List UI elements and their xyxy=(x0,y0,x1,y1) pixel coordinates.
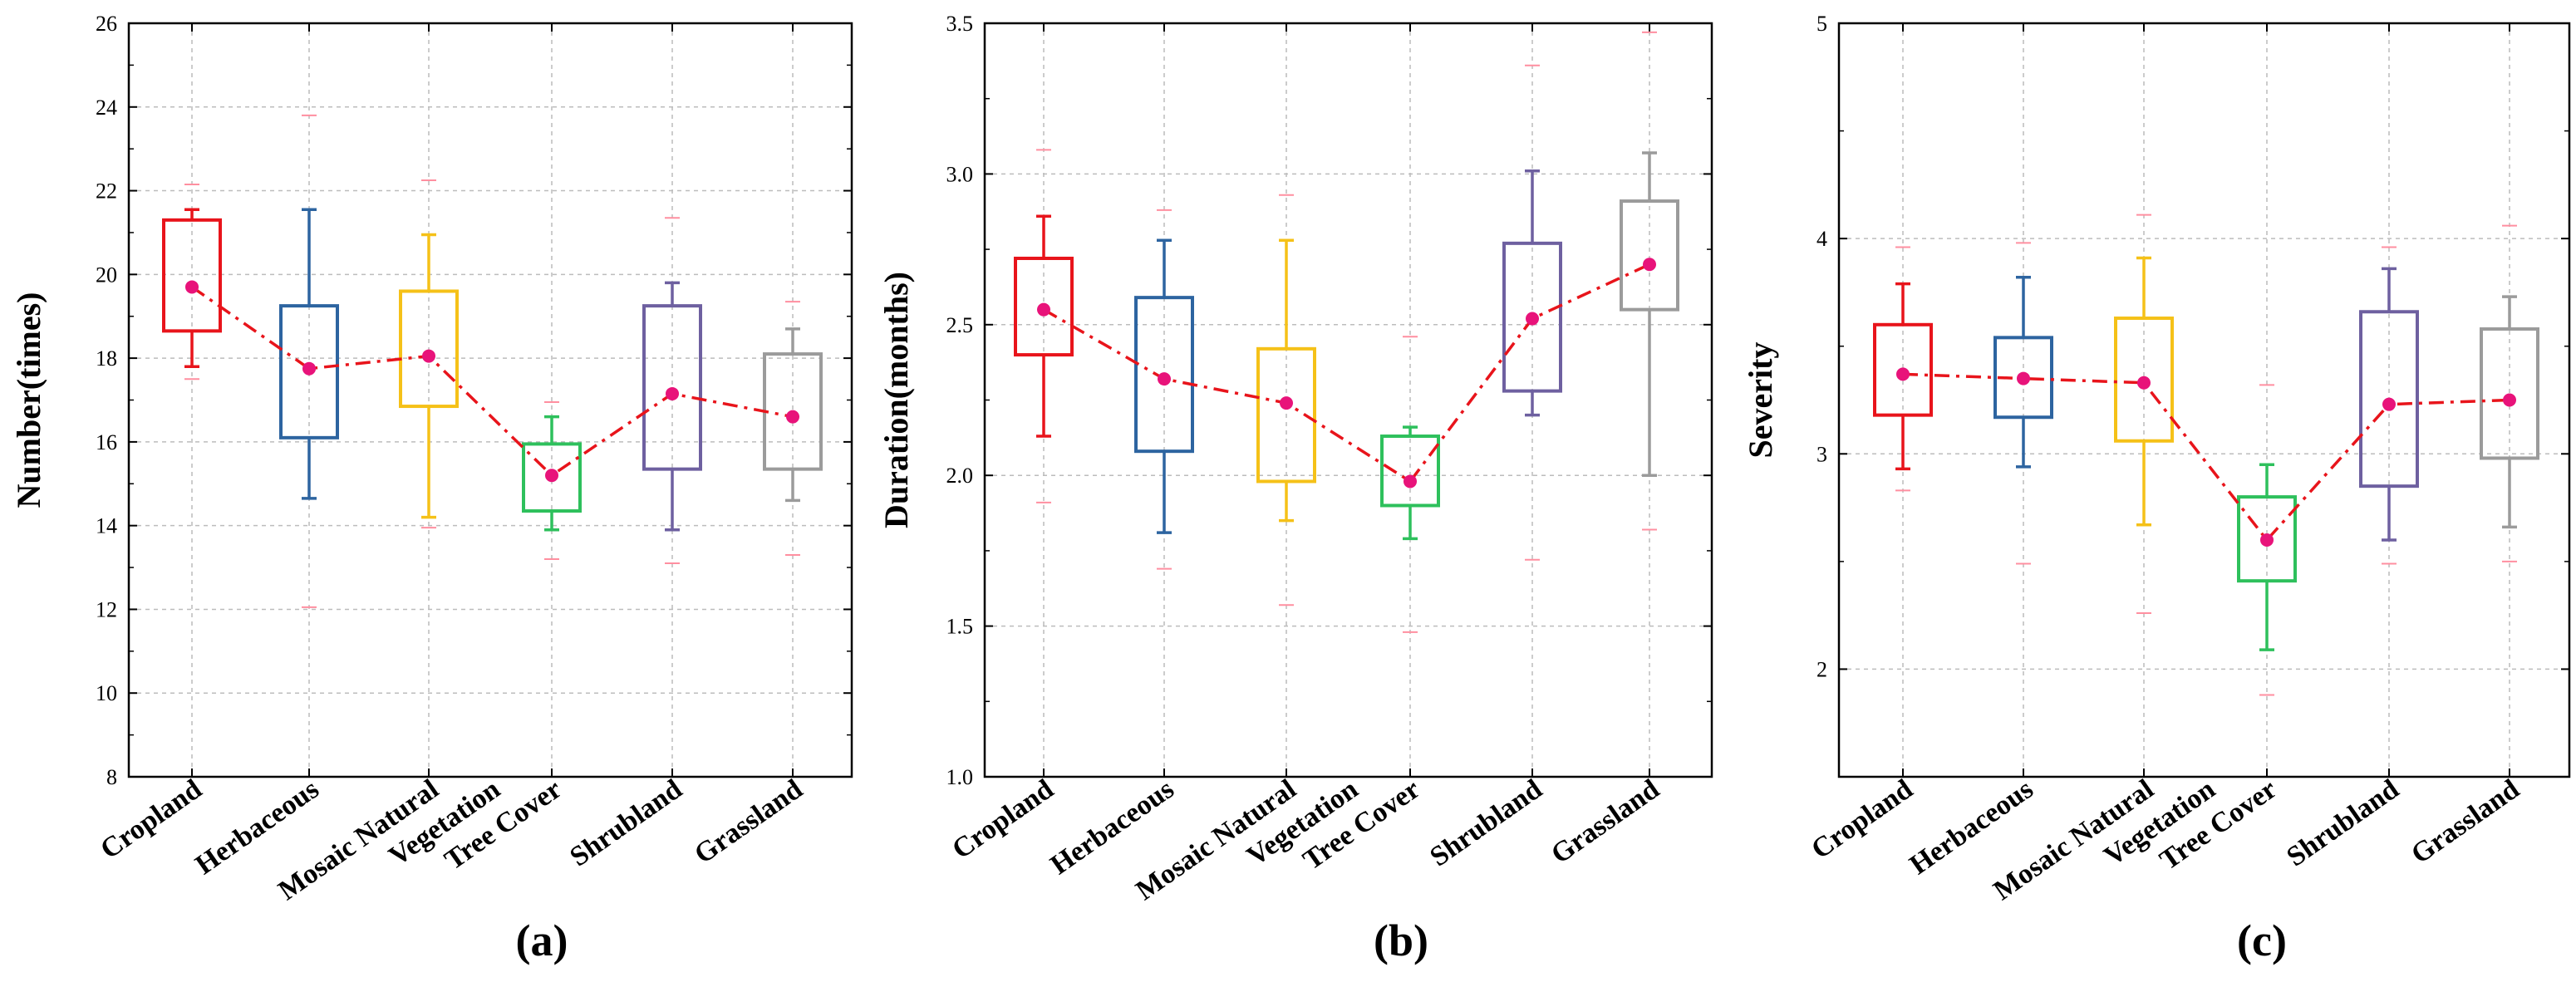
box-iqr xyxy=(279,304,339,439)
y-tick-label: 5 xyxy=(1816,12,1827,36)
y-tick-label: 16 xyxy=(96,430,117,454)
y-tick-label: 4 xyxy=(1816,227,1827,251)
mean-point xyxy=(2503,393,2516,407)
box-grassland xyxy=(1620,31,1679,531)
x-category-label: Grassland xyxy=(689,773,809,870)
box-tree-cover xyxy=(522,401,582,560)
mean-point xyxy=(2260,533,2274,547)
box-iqr xyxy=(2237,495,2297,583)
box-iqr xyxy=(1014,256,1074,357)
mean-point xyxy=(2382,397,2396,411)
y-tick-label: 24 xyxy=(96,96,117,120)
mean-point xyxy=(666,386,679,400)
plot-frame xyxy=(127,22,853,778)
y-tick-label: 14 xyxy=(96,514,117,538)
box-mosaic-natural-vegetation xyxy=(1256,194,1316,606)
box-cropland xyxy=(162,183,222,381)
y-tick-label: 2.5 xyxy=(946,313,974,337)
panel-label: (a) xyxy=(516,916,568,965)
box-herbaceous xyxy=(1993,242,2053,565)
box-iqr xyxy=(2114,317,2174,443)
y-tick-label: 20 xyxy=(96,263,117,287)
x-category-label: Shrubland xyxy=(1424,773,1547,872)
mean-point xyxy=(1158,372,1171,386)
box-shrubland xyxy=(2359,246,2419,565)
y-tick-label: 1.5 xyxy=(946,615,974,639)
x-category-label: Shrubland xyxy=(564,773,687,872)
mean-point xyxy=(545,469,558,483)
box-mosaic-natural-vegetation xyxy=(2114,214,2174,615)
y-tick-label: 26 xyxy=(96,12,117,36)
mean-point xyxy=(1643,258,1656,272)
mean-point xyxy=(1526,312,1539,326)
panel-label: (c) xyxy=(2237,916,2287,965)
x-category-label: Shrubland xyxy=(2281,773,2404,872)
x-category-label: Cropland xyxy=(1806,773,1918,865)
y-tick-label: 1.0 xyxy=(946,765,974,789)
y-tick-label: 18 xyxy=(96,346,117,371)
y-tick-label: 3.0 xyxy=(946,162,974,186)
chart-panel-2: 1.01.52.02.53.03.5CroplandHerbaceousMosa… xyxy=(878,12,1713,965)
box-herbaceous xyxy=(1134,209,1194,570)
mean-line xyxy=(190,286,794,478)
box-shrubland xyxy=(1502,64,1562,561)
box-iqr xyxy=(1256,346,1316,484)
box-iqr xyxy=(2480,327,2539,460)
y-axis-title: Duration(months) xyxy=(878,272,915,528)
mean-point xyxy=(302,361,316,376)
mean-line xyxy=(1043,263,1650,484)
box-iqr xyxy=(1993,336,2053,420)
x-category-label: Grassland xyxy=(2406,773,2525,870)
box-iqr xyxy=(2359,310,2419,489)
y-tick-label: 3.5 xyxy=(946,12,974,36)
y-tick-label: 2.0 xyxy=(946,464,974,488)
box-grassland xyxy=(2480,224,2539,562)
box-iqr xyxy=(1502,241,1562,393)
y-tick-label: 22 xyxy=(96,179,117,204)
mean-point xyxy=(786,410,799,424)
panel-label: (b) xyxy=(1374,916,1428,965)
y-tick-label: 10 xyxy=(96,681,117,705)
box-cropland xyxy=(1014,149,1074,503)
mean-point xyxy=(1037,302,1050,317)
y-tick-label: 3 xyxy=(1816,442,1827,466)
y-axis-title: Severity xyxy=(1742,342,1779,459)
x-category-label: Grassland xyxy=(1546,773,1665,870)
box-tree-cover xyxy=(2237,384,2297,696)
box-tree-cover xyxy=(1380,336,1440,633)
y-tick-label: 2 xyxy=(1816,657,1827,681)
mean-line xyxy=(1902,372,2510,543)
box-iqr xyxy=(1873,322,1933,417)
box-mosaic-natural-vegetation xyxy=(399,179,459,529)
y-axis-title: Number(times) xyxy=(10,292,47,508)
mean-point xyxy=(2017,371,2030,385)
box-iqr xyxy=(642,304,702,471)
box-herbaceous xyxy=(279,114,339,608)
mean-point xyxy=(2137,376,2151,390)
mean-point xyxy=(1280,396,1293,410)
box-iqr xyxy=(1620,199,1679,312)
mean-point xyxy=(422,349,435,363)
box-iqr xyxy=(162,218,222,333)
plot-frame xyxy=(1837,22,2571,778)
y-tick-label: 8 xyxy=(106,765,117,789)
box-iqr xyxy=(522,442,582,513)
box-iqr xyxy=(399,289,459,409)
box-cropland xyxy=(1873,246,1933,492)
box-iqr xyxy=(1380,435,1440,508)
plot-frame xyxy=(983,22,1713,778)
mean-point xyxy=(1404,474,1417,489)
mean-point xyxy=(1896,367,1910,381)
box-iqr xyxy=(1134,296,1194,454)
box-shrubland xyxy=(642,217,702,565)
chart-panel-1: 8101214161820222426CroplandHerbaceousMos… xyxy=(10,12,853,965)
y-tick-label: 12 xyxy=(96,597,117,621)
mean-point xyxy=(185,280,199,294)
